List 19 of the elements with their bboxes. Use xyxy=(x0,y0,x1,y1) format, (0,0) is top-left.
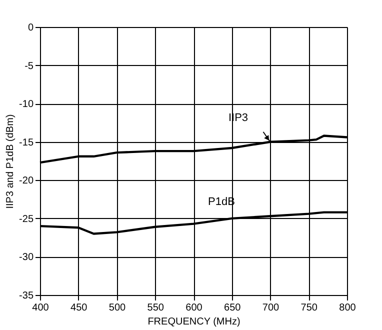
x-tick-label: 450 xyxy=(70,302,88,314)
y-tick-label: -10 xyxy=(19,99,34,110)
x-tick-label: 550 xyxy=(147,302,164,314)
y-tick-label: 0 xyxy=(28,22,34,34)
y-tick-label: -35 xyxy=(19,290,34,302)
y-tick-label: -5 xyxy=(24,60,34,72)
x-tick-label: 650 xyxy=(224,302,242,314)
x-tick-label: 800 xyxy=(339,302,356,314)
x-tick-label: 500 xyxy=(108,302,126,314)
x-tick-label: 400 xyxy=(32,302,50,314)
x-tick-label: 700 xyxy=(262,302,280,314)
y-axis-title: IIP3 and P1dB (dBm) xyxy=(5,114,16,209)
x-axis-title: FREQUENCY (MHz) xyxy=(148,316,240,328)
x-tick-label: 750 xyxy=(300,302,318,314)
y-tick-label: -30 xyxy=(19,252,34,264)
y-tick-label: -25 xyxy=(19,214,34,225)
x-tick-label: 600 xyxy=(186,302,203,314)
y-tick-label: -20 xyxy=(19,176,34,187)
y-tick-label: -15 xyxy=(19,137,34,148)
